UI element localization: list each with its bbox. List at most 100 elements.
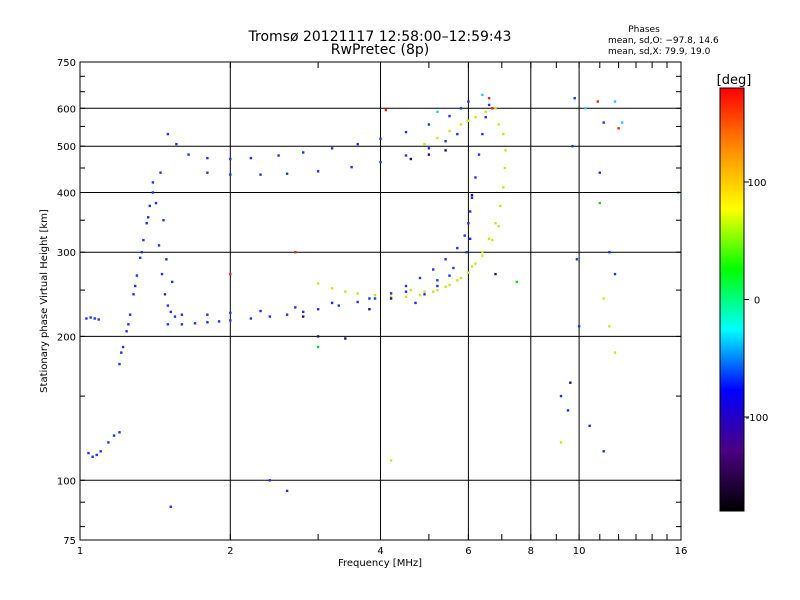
data-point [229,319,232,322]
data-point [497,123,500,126]
phases-heading: Phases [628,25,660,35]
data-point [469,210,472,213]
data-point [436,110,439,113]
data-point [573,97,576,100]
x-tick-label: 4 [377,546,383,557]
data-point [187,153,190,156]
data-point [481,132,484,136]
data-point [154,201,158,205]
data-point [588,424,591,427]
data-point [148,204,151,208]
data-point [608,325,611,328]
data-point [418,293,422,297]
data-point [125,330,128,333]
x-tick-label: 8 [528,546,534,557]
data-point [169,505,172,508]
data-point [569,381,572,384]
data-point [166,304,170,307]
data-point [467,222,470,225]
data-point [494,222,497,225]
data-point [151,191,155,194]
data-point [452,266,455,270]
data-point [477,153,481,156]
data-point [389,295,393,298]
data-point [494,272,497,276]
y-axis-label: Stationary phase Virtual Height [km] [39,209,50,393]
data-point [436,284,439,288]
data-point [337,304,340,307]
data-point [474,262,477,265]
data-point [602,297,605,300]
data-point [85,317,88,320]
data-point [497,225,500,228]
data-point [444,149,447,152]
data-point [268,315,271,318]
data-point [344,290,347,293]
data-point [427,123,431,126]
data-point [118,431,121,434]
data-point [135,274,139,277]
data-point [436,136,439,140]
colorbar [719,87,745,512]
data-point [206,171,209,174]
data-point [356,300,359,304]
data-point [621,121,624,124]
data-point [151,181,155,184]
data-point [566,409,570,412]
data-point [481,251,484,254]
data-point [121,345,125,349]
data-point [120,351,123,354]
data-point [414,301,417,305]
data-point [494,107,497,110]
data-point [559,394,563,398]
data-point [316,345,320,349]
data-point [484,110,487,113]
grid-layer [80,62,681,540]
data-point [448,283,451,287]
data-point [613,100,617,103]
data-point [316,170,320,173]
data-point [302,310,305,314]
data-point [467,271,470,274]
data-point [229,157,232,161]
data-point [89,316,92,319]
data-point [330,287,334,290]
data-point [409,157,412,161]
data-point [379,137,382,140]
data-point [259,309,262,313]
data-point [368,297,371,300]
data-point [165,258,168,261]
data-point [87,451,90,455]
y-tick-label: 100 [57,476,76,487]
data-point [602,450,605,453]
data-point [575,258,579,261]
data-point [467,100,470,103]
data-point [427,147,431,150]
data-point [107,441,110,444]
data-point [456,246,459,250]
data-point [206,321,209,324]
data-point [598,171,601,174]
data-point [598,201,601,205]
data-point [404,154,408,157]
data-point [99,450,102,453]
data-point [584,107,587,110]
data-point [613,272,617,276]
data-point [356,292,359,295]
data-point [302,151,305,154]
y-tick-label: 500 [57,142,76,153]
y-tick-label: 400 [57,189,76,200]
data-point [316,335,320,338]
data-point [229,311,232,315]
data-point [470,196,474,199]
data-point [344,337,347,340]
data-point [128,313,132,316]
data-point [389,459,393,462]
data-point [491,238,494,242]
data-point [503,166,507,170]
x-tick-label: 10 [573,546,586,557]
x-tick-label: 6 [465,546,471,557]
data-point [285,489,289,493]
data-point [379,160,382,164]
y-tick-label: 200 [57,332,76,343]
